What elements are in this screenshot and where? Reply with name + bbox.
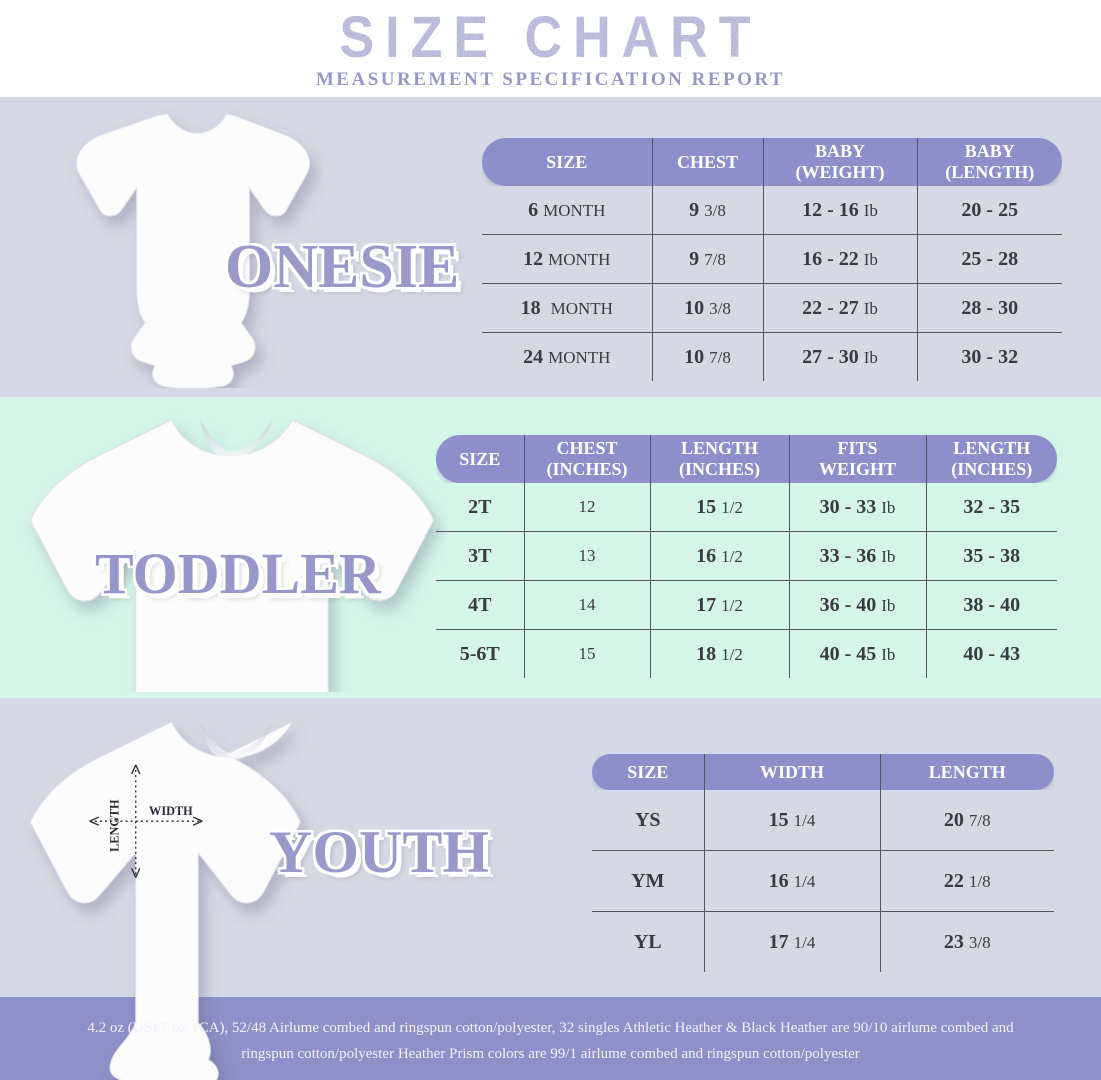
svg-text:WIDTH: WIDTH (149, 804, 193, 818)
svg-text:LENGTH: LENGTH (107, 799, 121, 852)
